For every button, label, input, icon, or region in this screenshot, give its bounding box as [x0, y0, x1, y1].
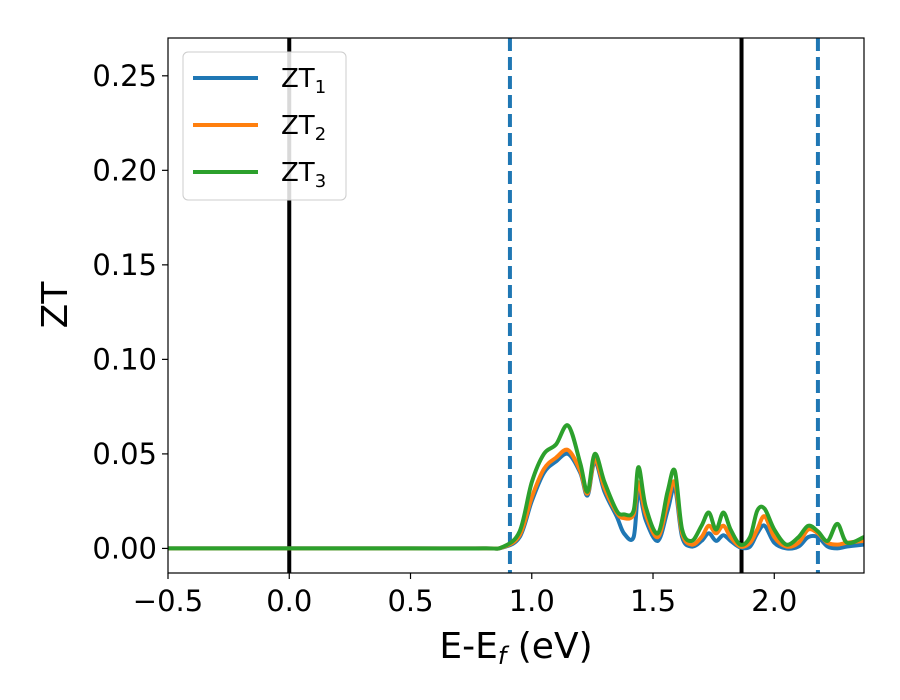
legend-label-3: ZT3 — [281, 158, 326, 192]
reference-lines — [287, 38, 820, 573]
x-axis-label: E-Ef (eV) — [439, 626, 592, 670]
y-tick-label: 0.05 — [92, 437, 157, 471]
x-tick-label: 2.0 — [751, 584, 797, 618]
y-tick-label: 0.25 — [92, 59, 157, 93]
series-line-3 — [168, 423, 864, 551]
y-tick-label: 0.10 — [92, 342, 157, 376]
y-tick-label: 0.15 — [92, 248, 157, 282]
x-axis-label-unit: (eV) — [506, 626, 592, 667]
legend-label-2: ZT2 — [281, 111, 326, 145]
x-axis: −0.5 0.0 0.5 1.0 1.5 2.0 — [133, 573, 797, 618]
y-tick-label: 0.00 — [92, 531, 157, 565]
y-tick-label: 0.20 — [92, 153, 157, 187]
series-line-2 — [168, 447, 864, 551]
legend: ZT1 ZT2 ZT3 — [182, 51, 347, 201]
x-tick-label: −0.5 — [133, 584, 203, 618]
series-lines — [168, 423, 864, 551]
x-tick-label: 0.0 — [266, 584, 312, 618]
x-tick-label: 0.5 — [387, 584, 433, 618]
y-axis: 0.00 0.05 0.10 0.15 0.20 0.25 — [92, 59, 168, 565]
x-tick-label: 1.0 — [509, 584, 555, 618]
plot-frame — [167, 37, 865, 574]
legend-box — [182, 51, 347, 201]
x-tick-label: 1.5 — [630, 584, 676, 618]
y-axis-label: ZT — [35, 281, 76, 329]
legend-label-1: ZT1 — [281, 64, 326, 98]
